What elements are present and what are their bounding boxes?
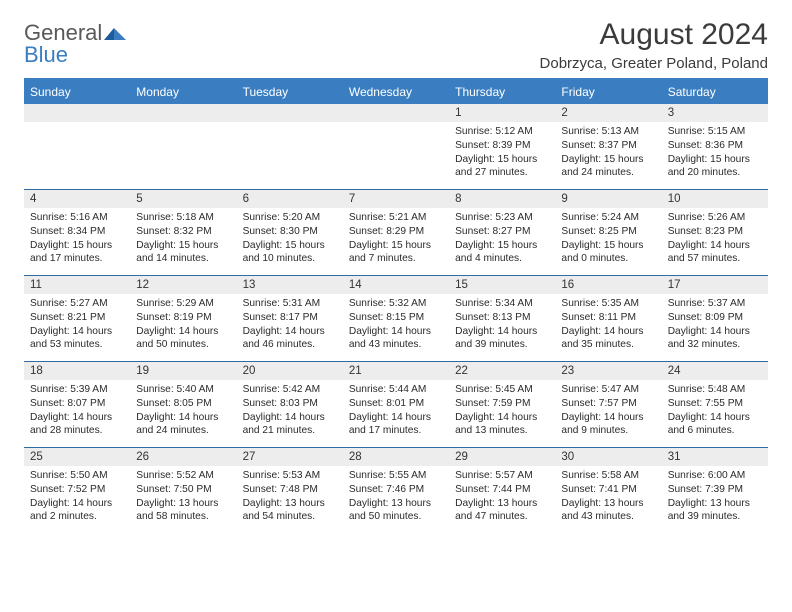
day-detail-cell: Sunrise: 5:44 AMSunset: 8:01 PMDaylight:… <box>343 380 449 448</box>
day-number-row: 25262728293031 <box>24 448 768 467</box>
day-detail-cell: Sunrise: 5:27 AMSunset: 8:21 PMDaylight:… <box>24 294 130 362</box>
day-number-cell: 25 <box>24 448 130 467</box>
day-detail-cell: Sunrise: 5:48 AMSunset: 7:55 PMDaylight:… <box>662 380 768 448</box>
day-number-cell: 28 <box>343 448 449 467</box>
day-detail-cell: Sunrise: 5:13 AMSunset: 8:37 PMDaylight:… <box>555 122 661 190</box>
day-number-cell <box>237 104 343 122</box>
day-detail-cell: Sunrise: 5:39 AMSunset: 8:07 PMDaylight:… <box>24 380 130 448</box>
day-number-cell: 12 <box>130 276 236 295</box>
day-number-cell: 13 <box>237 276 343 295</box>
day-number-cell: 22 <box>449 362 555 381</box>
day-number-cell: 9 <box>555 190 661 209</box>
day-number-row: 45678910 <box>24 190 768 209</box>
title-block: August 2024 Dobrzyca, Greater Poland, Po… <box>540 18 768 72</box>
day-number-cell: 14 <box>343 276 449 295</box>
weekday-header: Thursday <box>449 79 555 104</box>
day-number-cell <box>343 104 449 122</box>
day-detail-cell: Sunrise: 5:47 AMSunset: 7:57 PMDaylight:… <box>555 380 661 448</box>
day-number-cell: 16 <box>555 276 661 295</box>
header: General Blue August 2024 Dobrzyca, Great… <box>24 18 768 72</box>
day-number-cell: 11 <box>24 276 130 295</box>
weekday-header: Tuesday <box>237 79 343 104</box>
day-detail-cell: Sunrise: 5:58 AMSunset: 7:41 PMDaylight:… <box>555 466 661 533</box>
day-number-cell: 18 <box>24 362 130 381</box>
day-detail-cell: Sunrise: 5:34 AMSunset: 8:13 PMDaylight:… <box>449 294 555 362</box>
day-number-cell: 21 <box>343 362 449 381</box>
day-number-cell: 23 <box>555 362 661 381</box>
day-number-cell: 17 <box>662 276 768 295</box>
day-number-cell: 6 <box>237 190 343 209</box>
day-number-cell: 2 <box>555 104 661 122</box>
day-detail-cell: Sunrise: 5:15 AMSunset: 8:36 PMDaylight:… <box>662 122 768 190</box>
day-number-cell: 15 <box>449 276 555 295</box>
day-detail-cell: Sunrise: 5:12 AMSunset: 8:39 PMDaylight:… <box>449 122 555 190</box>
day-number-cell: 1 <box>449 104 555 122</box>
weekday-header: Sunday <box>24 79 130 104</box>
logo-text: General Blue <box>24 22 126 66</box>
day-detail-cell: Sunrise: 5:55 AMSunset: 7:46 PMDaylight:… <box>343 466 449 533</box>
day-detail-cell <box>130 122 236 190</box>
logo: General Blue <box>24 18 126 66</box>
day-detail-cell: Sunrise: 5:42 AMSunset: 8:03 PMDaylight:… <box>237 380 343 448</box>
day-detail-cell <box>237 122 343 190</box>
day-detail-row: Sunrise: 5:16 AMSunset: 8:34 PMDaylight:… <box>24 208 768 276</box>
day-number-row: 18192021222324 <box>24 362 768 381</box>
day-detail-cell: Sunrise: 5:24 AMSunset: 8:25 PMDaylight:… <box>555 208 661 276</box>
calendar-table: Sunday Monday Tuesday Wednesday Thursday… <box>24 78 768 533</box>
day-detail-cell: Sunrise: 5:40 AMSunset: 8:05 PMDaylight:… <box>130 380 236 448</box>
day-detail-row: Sunrise: 5:27 AMSunset: 8:21 PMDaylight:… <box>24 294 768 362</box>
day-number-cell: 29 <box>449 448 555 467</box>
day-number-cell: 4 <box>24 190 130 209</box>
day-detail-cell: Sunrise: 5:26 AMSunset: 8:23 PMDaylight:… <box>662 208 768 276</box>
day-detail-cell: Sunrise: 5:32 AMSunset: 8:15 PMDaylight:… <box>343 294 449 362</box>
day-detail-cell: Sunrise: 5:35 AMSunset: 8:11 PMDaylight:… <box>555 294 661 362</box>
day-detail-cell: Sunrise: 5:52 AMSunset: 7:50 PMDaylight:… <box>130 466 236 533</box>
day-detail-cell: Sunrise: 5:53 AMSunset: 7:48 PMDaylight:… <box>237 466 343 533</box>
day-number-row: 11121314151617 <box>24 276 768 295</box>
day-number-cell: 19 <box>130 362 236 381</box>
day-number-cell: 26 <box>130 448 236 467</box>
weekday-header: Friday <box>555 79 661 104</box>
day-detail-cell <box>24 122 130 190</box>
day-detail-cell: Sunrise: 5:37 AMSunset: 8:09 PMDaylight:… <box>662 294 768 362</box>
day-number-cell: 8 <box>449 190 555 209</box>
day-detail-row: Sunrise: 5:50 AMSunset: 7:52 PMDaylight:… <box>24 466 768 533</box>
weekday-header: Monday <box>130 79 236 104</box>
day-detail-cell: Sunrise: 5:20 AMSunset: 8:30 PMDaylight:… <box>237 208 343 276</box>
day-detail-cell: Sunrise: 5:50 AMSunset: 7:52 PMDaylight:… <box>24 466 130 533</box>
day-number-cell <box>130 104 236 122</box>
day-detail-row: Sunrise: 5:39 AMSunset: 8:07 PMDaylight:… <box>24 380 768 448</box>
day-detail-cell <box>343 122 449 190</box>
day-detail-cell: Sunrise: 5:16 AMSunset: 8:34 PMDaylight:… <box>24 208 130 276</box>
day-number-cell: 5 <box>130 190 236 209</box>
day-number-cell: 10 <box>662 190 768 209</box>
day-number-cell: 27 <box>237 448 343 467</box>
logo-word-2: Blue <box>24 42 68 67</box>
day-number-cell: 30 <box>555 448 661 467</box>
logo-mark-icon <box>104 22 126 44</box>
day-number-row: 123 <box>24 104 768 122</box>
day-number-cell: 31 <box>662 448 768 467</box>
day-number-cell: 7 <box>343 190 449 209</box>
day-detail-cell: Sunrise: 5:21 AMSunset: 8:29 PMDaylight:… <box>343 208 449 276</box>
day-number-cell: 20 <box>237 362 343 381</box>
weekday-header: Saturday <box>662 79 768 104</box>
day-detail-cell: Sunrise: 6:00 AMSunset: 7:39 PMDaylight:… <box>662 466 768 533</box>
day-detail-cell: Sunrise: 5:29 AMSunset: 8:19 PMDaylight:… <box>130 294 236 362</box>
day-detail-row: Sunrise: 5:12 AMSunset: 8:39 PMDaylight:… <box>24 122 768 190</box>
day-number-cell: 3 <box>662 104 768 122</box>
day-detail-cell: Sunrise: 5:23 AMSunset: 8:27 PMDaylight:… <box>449 208 555 276</box>
day-detail-cell: Sunrise: 5:31 AMSunset: 8:17 PMDaylight:… <box>237 294 343 362</box>
day-detail-cell: Sunrise: 5:18 AMSunset: 8:32 PMDaylight:… <box>130 208 236 276</box>
day-detail-cell: Sunrise: 5:57 AMSunset: 7:44 PMDaylight:… <box>449 466 555 533</box>
weekday-header-row: Sunday Monday Tuesday Wednesday Thursday… <box>24 79 768 104</box>
day-number-cell: 24 <box>662 362 768 381</box>
month-title: August 2024 <box>540 18 768 51</box>
day-number-cell <box>24 104 130 122</box>
weekday-header: Wednesday <box>343 79 449 104</box>
location: Dobrzyca, Greater Poland, Poland <box>540 55 768 72</box>
day-detail-cell: Sunrise: 5:45 AMSunset: 7:59 PMDaylight:… <box>449 380 555 448</box>
